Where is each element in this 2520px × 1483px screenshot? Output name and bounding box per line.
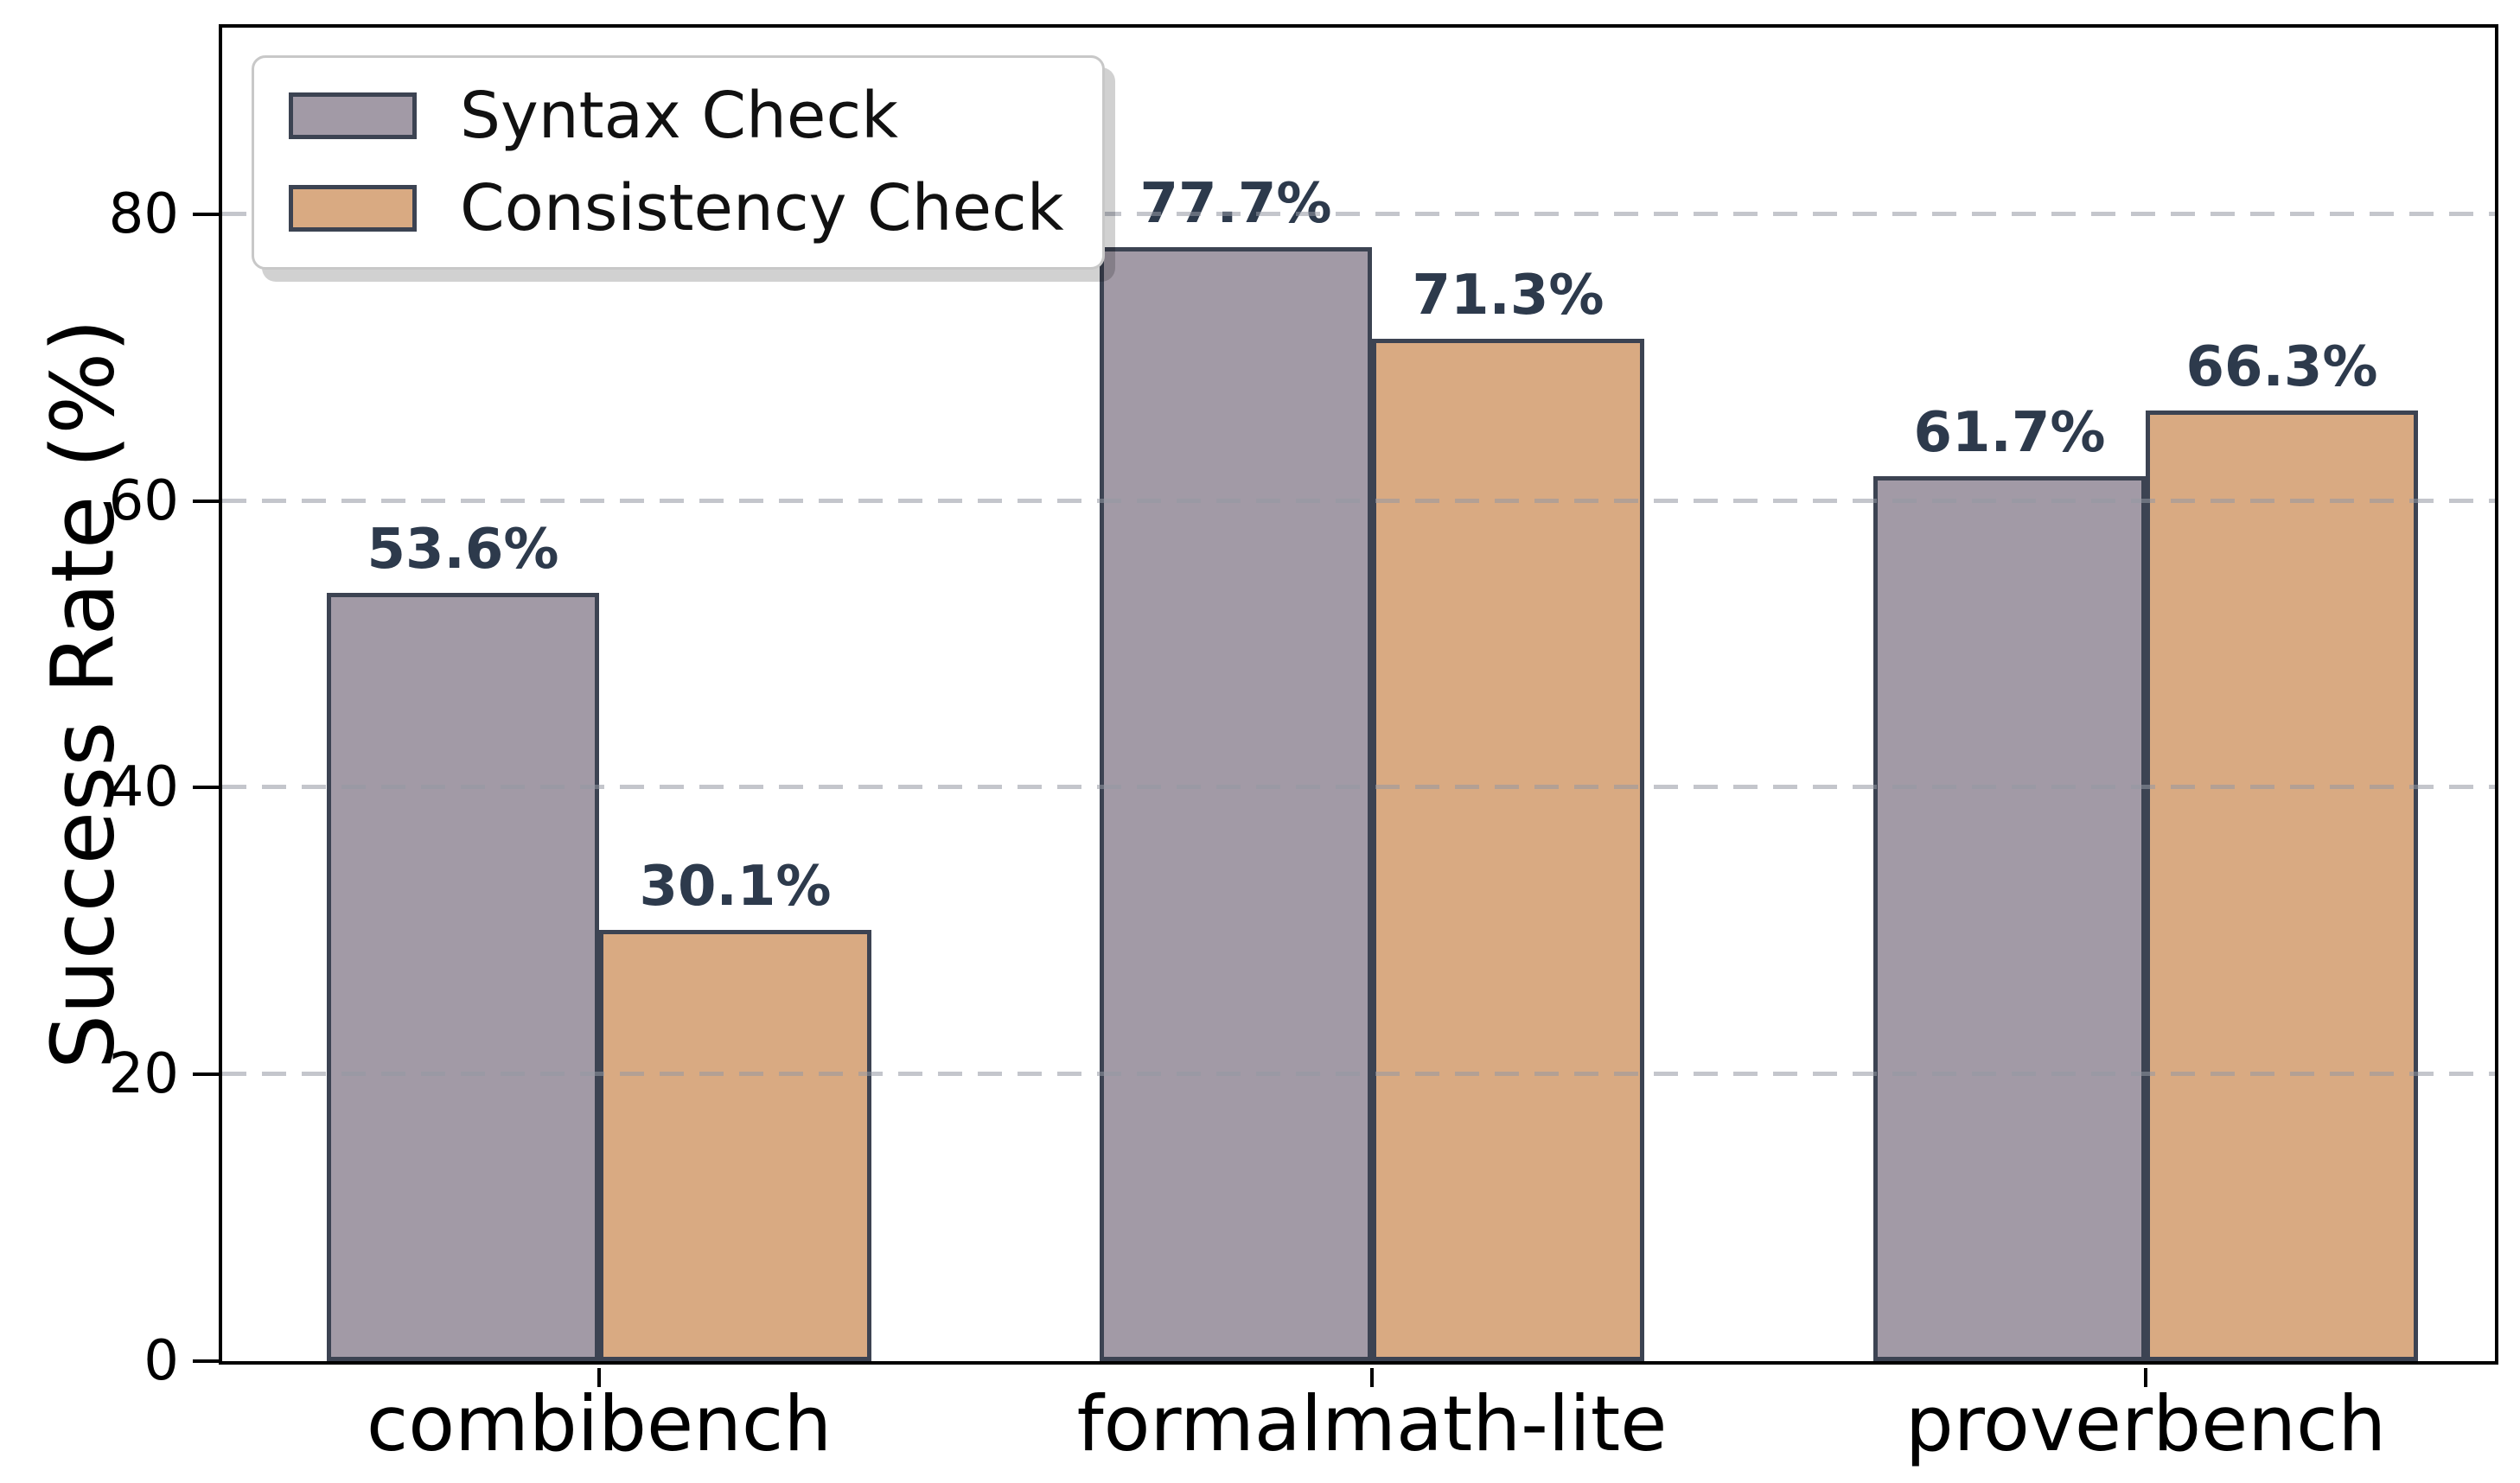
bar-proverbench-syntax-check: [1873, 476, 2146, 1361]
x-tick-label-formalmath-lite: formalmath-lite: [1076, 1379, 1668, 1468]
legend-item-syntax-check: Syntax Check: [289, 80, 1064, 152]
bar-combibench-syntax-check: [327, 592, 599, 1361]
bar-formalmath-lite-syntax-check: [1100, 246, 1372, 1361]
y-tick-label-0: 0: [144, 1329, 179, 1393]
bar-proverbench-consistency-check: [2146, 411, 2418, 1361]
y-tick-mark-0: [193, 1359, 219, 1363]
value-label-formalmath-lite-consistency-check: 71.3%: [1412, 264, 1605, 328]
y-tick-label-20: 20: [108, 1042, 179, 1107]
legend-item-consistency-check: Consistency Check: [289, 170, 1064, 245]
value-label-formalmath-lite-syntax-check: 77.7%: [1139, 171, 1332, 236]
bars-layer: [222, 28, 2495, 1361]
y-axis-title: Success Rate (%): [32, 318, 134, 1070]
value-label-combibench-syntax-check: 53.6%: [367, 517, 559, 582]
plot-area: 53.6% 30.1% 77.7% 71.3% 61.7% 66.3% Syntax Ch…: [219, 24, 2498, 1365]
value-labels-layer: 53.6% 30.1% 77.7% 71.3% 61.7% 66.3%: [222, 28, 2495, 1361]
x-tick-label-proverbench: proverbench: [1904, 1379, 2387, 1468]
x-tick-mark-combibench: [597, 1368, 601, 1387]
legend: Syntax Check Consistency Check: [252, 55, 1105, 270]
x-tick-mark-formalmath-lite: [1370, 1368, 1374, 1387]
x-tick-label-combibench: combibench: [366, 1379, 833, 1468]
legend-label: Syntax Check: [460, 79, 898, 153]
y-tick-mark-60: [193, 499, 219, 503]
y-tick-label-60: 60: [108, 468, 179, 533]
y-tick-label-80: 80: [108, 181, 179, 246]
y-tick-mark-20: [193, 1072, 219, 1077]
legend-label: Consistency Check: [460, 170, 1064, 245]
y-tick-mark-80: [193, 212, 219, 216]
value-label-proverbench-consistency-check: 66.3%: [2185, 335, 2378, 399]
y-tick-label-40: 40: [108, 755, 179, 820]
bar-combibench-consistency-check: [599, 929, 871, 1361]
value-label-proverbench-syntax-check: 61.7%: [1913, 401, 2106, 466]
syntax-check-swatch-icon: [289, 92, 417, 140]
y-tick-mark-40: [193, 786, 219, 790]
value-label-combibench-consistency-check: 30.1%: [639, 854, 832, 919]
consistency-check-swatch-icon: [289, 185, 417, 232]
bar-formalmath-lite-consistency-check: [1372, 339, 1644, 1361]
x-tick-mark-proverbench: [2144, 1368, 2147, 1387]
